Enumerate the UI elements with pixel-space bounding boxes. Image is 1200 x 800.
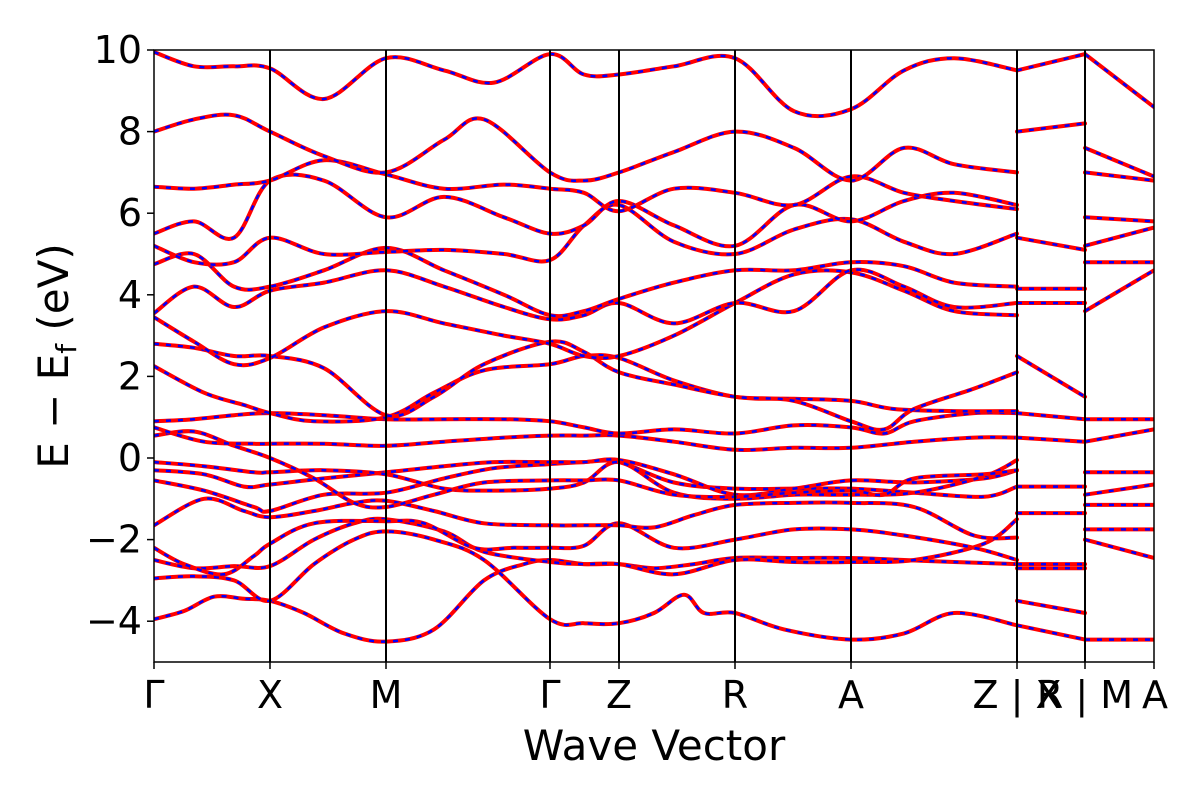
y-tick-label: −2 <box>86 518 142 562</box>
y-axis-label: E − Ef (eV) <box>29 243 83 469</box>
band-line-red <box>1015 235 1087 252</box>
y-tick-label: 10 <box>94 28 142 72</box>
band-line-red <box>1083 537 1154 560</box>
x-tick-label: A <box>838 673 864 717</box>
x-tick-label: Z <box>606 673 632 717</box>
x-tick-label: Γ <box>539 673 560 717</box>
y-tick-label: −4 <box>86 599 142 643</box>
band-line-blue <box>154 353 1018 423</box>
band-line-blue <box>154 269 1018 367</box>
band-line-red <box>1083 482 1154 497</box>
band-line-blue <box>154 458 1018 501</box>
x-tick-label: A <box>1142 673 1168 717</box>
band-line-blue <box>154 203 1018 266</box>
y-axis-label-unit: (eV) <box>29 243 78 344</box>
band-line-blue <box>154 50 1018 118</box>
band-line-red <box>154 518 1019 577</box>
kpoint-lines <box>269 50 1086 662</box>
band-line-red <box>1015 411 1087 422</box>
band-line-red <box>1015 121 1087 134</box>
band-line-red <box>1015 598 1087 615</box>
band-line-red <box>1015 435 1087 444</box>
y-tick-label: 6 <box>118 191 142 235</box>
y-tick-label: 2 <box>118 354 142 398</box>
band-line-red <box>154 425 1019 453</box>
x-tick-label: M <box>370 673 403 717</box>
y-axis-label-main: E − E <box>29 354 78 469</box>
y-axis-ticks: −4 −2 0 2 4 6 8 10 <box>86 28 154 643</box>
band-line-blue <box>154 530 1018 641</box>
band-line-red <box>1083 170 1154 183</box>
x-tick-label: R <box>722 673 748 717</box>
plot-frame <box>153 49 1155 663</box>
band-line-red <box>1083 215 1154 224</box>
band-line-blue <box>154 158 1018 213</box>
y-tick-label: 8 <box>118 110 142 154</box>
x-tick-label: X <box>257 673 283 717</box>
band-line-red <box>1015 623 1087 642</box>
band-line-blue <box>1084 269 1154 313</box>
x-tick-label: R | M <box>1037 673 1133 718</box>
band-line-blue <box>1084 53 1154 109</box>
band-line-blue <box>1016 354 1086 398</box>
band-lines <box>154 50 1154 644</box>
band-line-red <box>1083 225 1154 248</box>
x-tick-label: Z | X <box>972 673 1061 718</box>
y-tick-label: 4 <box>118 273 142 317</box>
x-tick-label: Γ <box>143 673 164 717</box>
band-line-blue <box>154 459 1018 513</box>
x-axis-label: Wave Vector <box>523 721 786 770</box>
y-tick-label: 0 <box>118 436 142 480</box>
band-line-blue <box>154 458 1018 497</box>
band-line-red <box>1015 52 1087 73</box>
band-line-blue <box>1084 146 1154 178</box>
band-line-blue <box>154 340 1018 432</box>
band-line-blue <box>154 429 1018 509</box>
band-line-blue <box>154 411 1018 435</box>
y-axis-label-subscript: f <box>50 343 83 354</box>
band-line-red <box>1083 427 1154 444</box>
